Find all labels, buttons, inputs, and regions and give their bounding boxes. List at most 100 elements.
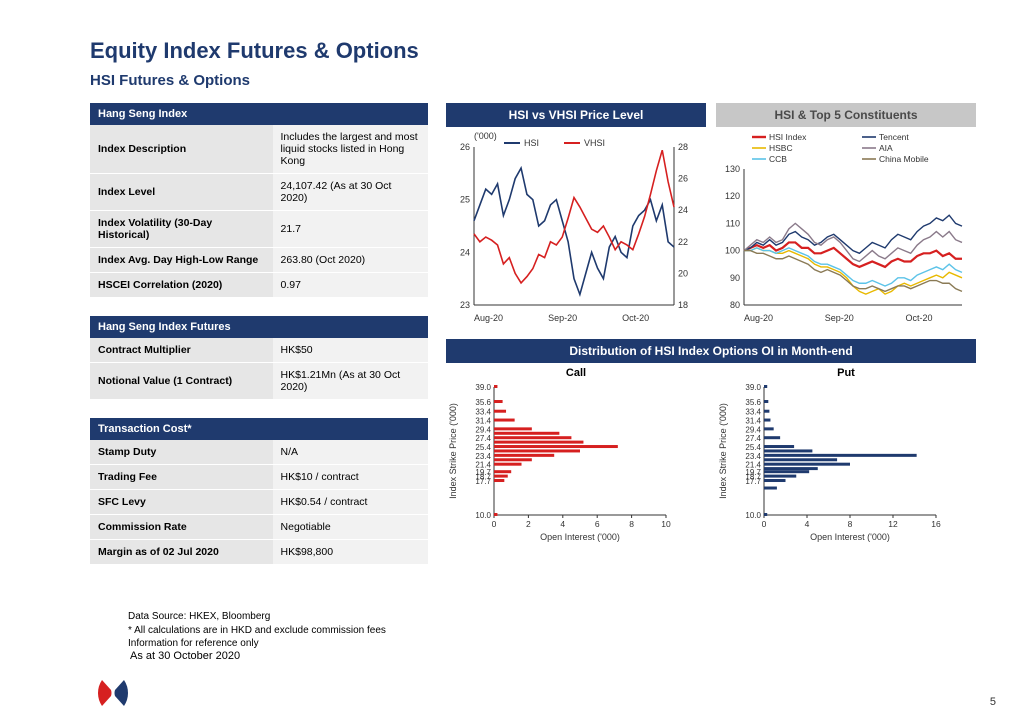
svg-text:10: 10	[661, 519, 671, 529]
chart-title: HSI vs VHSI Price Level	[446, 103, 706, 127]
svg-text:21.4: 21.4	[475, 461, 491, 470]
svg-text:16: 16	[931, 519, 941, 529]
svg-text:27.4: 27.4	[475, 434, 491, 443]
row-value: HK$50	[273, 338, 428, 363]
svg-text:23.4: 23.4	[745, 452, 761, 461]
table-row: Index DescriptionIncludes the largest an…	[90, 125, 428, 174]
svg-text:China Mobile: China Mobile	[879, 154, 929, 164]
svg-text:23.4: 23.4	[475, 452, 491, 461]
chart-call: Call 10.017.718.719.721.423.425.427.429.…	[446, 363, 706, 543]
table-row: Stamp DutyN/A	[90, 440, 428, 465]
table-row: Index Avg. Day High-Low Range263.80 (Oct…	[90, 248, 428, 273]
svg-text:27.4: 27.4	[745, 434, 761, 443]
left-column: Hang Seng IndexIndex DescriptionIncludes…	[90, 103, 428, 583]
footer-line: Data Source: HKEX, Bloomberg	[128, 610, 386, 624]
svg-text:CCB: CCB	[769, 154, 787, 164]
table-row: Trading FeeHK$10 / contract	[90, 465, 428, 490]
right-column: HSI vs VHSI Price Level ('000)2324252618…	[446, 103, 976, 583]
svg-text:Sep-20: Sep-20	[548, 313, 577, 323]
row-label: Contract Multiplier	[90, 338, 273, 363]
svg-text:Aug-20: Aug-20	[474, 313, 503, 323]
svg-text:31.4: 31.4	[745, 417, 761, 426]
table-row: Index Level24,107.42 (As at 30 Oct 2020)	[90, 174, 428, 211]
table-hsi: Hang Seng IndexIndex DescriptionIncludes…	[90, 103, 428, 298]
svg-text:Oct-20: Oct-20	[905, 313, 932, 323]
table-futures: Hang Seng Index FuturesContract Multipli…	[90, 316, 428, 400]
row-value: Negotiable	[273, 515, 428, 540]
hkex-logo-icon	[96, 676, 130, 710]
row-label: Commission Rate	[90, 515, 273, 540]
row-value: Includes the largest and most liquid sto…	[273, 125, 428, 174]
row-value: 24,107.42 (As at 30 Oct 2020)	[273, 174, 428, 211]
table-row: Notional Value (1 Contract)HK$1.21Mn (As…	[90, 363, 428, 400]
svg-text:0: 0	[492, 519, 497, 529]
row-value: HK$1.21Mn (As at 30 Oct 2020)	[273, 363, 428, 400]
svg-text:6: 6	[595, 519, 600, 529]
row-label: Index Level	[90, 174, 273, 211]
svg-text:Open Interest ('000): Open Interest ('000)	[810, 532, 890, 542]
svg-text:90: 90	[730, 273, 740, 283]
row-value: HK$10 / contract	[273, 465, 428, 490]
svg-text:Aug-20: Aug-20	[744, 313, 773, 323]
svg-text:25.4: 25.4	[475, 443, 491, 452]
svg-text:Index Strike Price ('000): Index Strike Price ('000)	[448, 403, 458, 499]
svg-text:Sep-20: Sep-20	[825, 313, 854, 323]
chart-put: Put 10.017.718.719.721.423.425.427.429.4…	[716, 363, 976, 543]
row-value: 21.7	[273, 211, 428, 248]
svg-text:39.0: 39.0	[475, 383, 491, 392]
table-row: Margin as of 02 Jul 2020HK$98,800	[90, 540, 428, 565]
row-value: HK$98,800	[273, 540, 428, 565]
svg-text:24: 24	[678, 205, 688, 215]
svg-text:4: 4	[560, 519, 565, 529]
page-title: Equity Index Futures & Options	[90, 38, 976, 64]
svg-text:33.4: 33.4	[745, 408, 761, 417]
svg-text:4: 4	[805, 519, 810, 529]
row-value: 263.80 (Oct 2020)	[273, 248, 428, 273]
svg-text:35.6: 35.6	[745, 398, 761, 407]
footer-notes: Data Source: HKEX, Bloomberg * All calcu…	[128, 610, 386, 651]
svg-text:Tencent: Tencent	[879, 132, 909, 142]
row-label: HSCEI Correlation (2020)	[90, 273, 273, 298]
table-row: Commission RateNegotiable	[90, 515, 428, 540]
svg-text:26: 26	[678, 174, 688, 184]
row-label: Notional Value (1 Contract)	[90, 363, 273, 400]
table-cost: Transaction Cost*Stamp DutyN/ATrading Fe…	[90, 418, 428, 565]
svg-text:21.4: 21.4	[745, 461, 761, 470]
row-value: 0.97	[273, 273, 428, 298]
svg-text:20: 20	[678, 268, 688, 278]
svg-text:8: 8	[848, 519, 853, 529]
svg-text:35.6: 35.6	[475, 398, 491, 407]
svg-text:33.4: 33.4	[475, 408, 491, 417]
svg-text:29.4: 29.4	[745, 425, 761, 434]
svg-text:10.0: 10.0	[475, 511, 491, 520]
footer-line: * All calculations are in HKD and exclud…	[128, 624, 386, 638]
footer-line: Information for reference only	[128, 637, 386, 651]
svg-text:120: 120	[725, 191, 740, 201]
svg-text:0: 0	[762, 519, 767, 529]
svg-text:2: 2	[526, 519, 531, 529]
as-of-date: As at 30 October 2020	[130, 650, 240, 662]
svg-text:HSI: HSI	[524, 138, 539, 148]
page-subtitle: HSI Futures & Options	[90, 72, 976, 89]
svg-text:Index Strike Price ('000): Index Strike Price ('000)	[718, 403, 728, 499]
page-number: 5	[990, 696, 996, 708]
svg-text:Open Interest ('000): Open Interest ('000)	[540, 532, 620, 542]
svg-text:80: 80	[730, 300, 740, 310]
chart-dist-title: Distribution of HSI Index Options OI in …	[446, 339, 976, 363]
table-header: Transaction Cost*	[90, 418, 428, 440]
table-row: Contract MultiplierHK$50	[90, 338, 428, 363]
chart-title: HSI & Top 5 Constituents	[716, 103, 976, 127]
svg-text:18: 18	[678, 300, 688, 310]
row-label: Margin as of 02 Jul 2020	[90, 540, 273, 565]
svg-text:26: 26	[460, 142, 470, 152]
svg-text:22: 22	[678, 237, 688, 247]
row-label: Stamp Duty	[90, 440, 273, 465]
row-value: HK$0.54 / contract	[273, 490, 428, 515]
table-row: SFC LevyHK$0.54 / contract	[90, 490, 428, 515]
svg-text:10.0: 10.0	[745, 511, 761, 520]
row-label: Index Volatility (30-Day Historical)	[90, 211, 273, 248]
table-row: Index Volatility (30-Day Historical)21.7	[90, 211, 428, 248]
svg-text:HSBC: HSBC	[769, 143, 793, 153]
chart-subtitle: Put	[716, 363, 976, 383]
row-value: N/A	[273, 440, 428, 465]
